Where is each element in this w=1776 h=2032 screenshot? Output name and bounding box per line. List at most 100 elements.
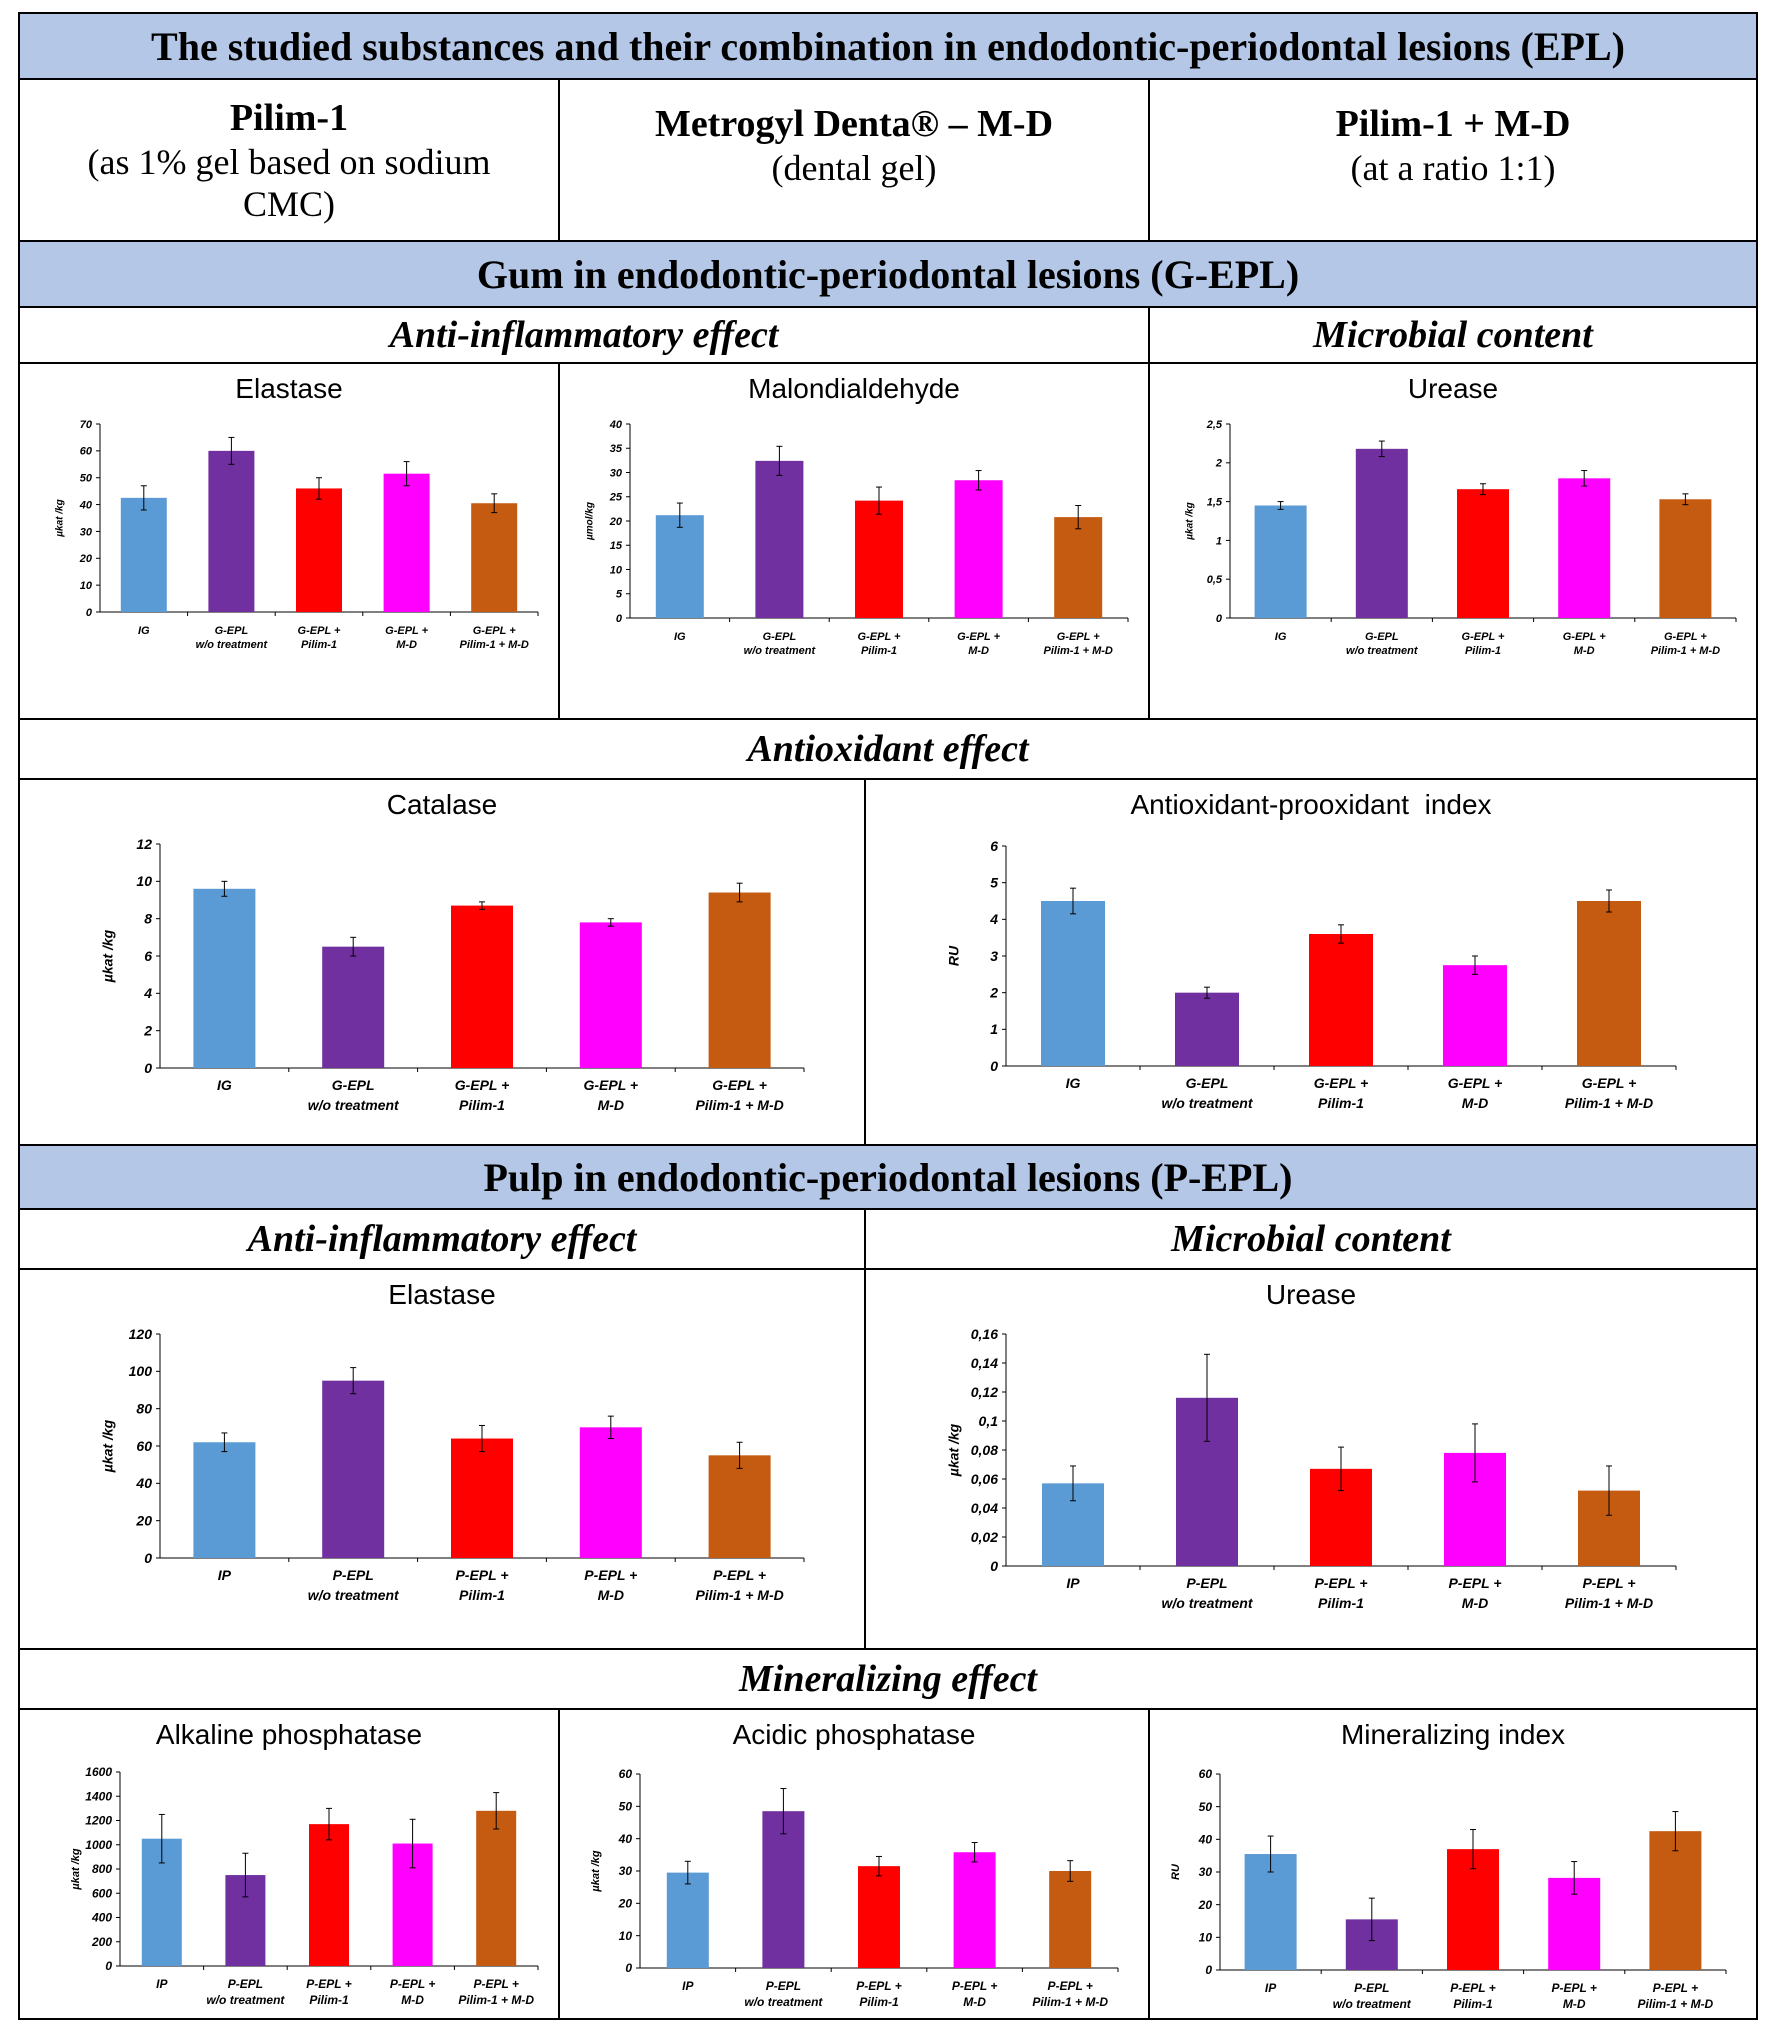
- category-label: G-EPL +: [584, 1077, 639, 1093]
- y-tick-label: 20: [79, 553, 93, 565]
- bar: [762, 1811, 805, 1968]
- bar: [1558, 478, 1611, 618]
- category-label: M-D: [1462, 1095, 1488, 1111]
- category-label: G-EPL +: [1582, 1075, 1637, 1091]
- y-tick-label: 20: [609, 516, 623, 528]
- substance-name: Pilim-1 + M-D: [1335, 103, 1571, 145]
- bar: [1447, 1849, 1499, 1970]
- y-tick-label: 0: [990, 1058, 998, 1074]
- bar: [954, 480, 1003, 618]
- y-tick-label: 0,04: [971, 1500, 998, 1516]
- y-tick-label: 5: [990, 875, 998, 891]
- divider: [1148, 308, 1150, 718]
- y-tick-label: 600: [92, 1886, 112, 1900]
- y-tick-label: 1: [990, 1021, 998, 1037]
- chart-title: Antioxidant-prooxidant index: [1130, 789, 1491, 820]
- y-tick-label: 0: [105, 1959, 112, 1973]
- chart-title: Urease: [1266, 1279, 1356, 1310]
- y-tick-label: 1600: [85, 1765, 112, 1779]
- category-label: P-EPL +: [1582, 1575, 1635, 1591]
- bar: [953, 1852, 996, 1968]
- bar: [193, 1442, 256, 1558]
- category-label: IP: [1265, 1981, 1277, 1995]
- chart-pulp-urease: Urease 0 0,02 0,04 0,06 0,08 0,1 0,12 0,14 0,16 µk…: [945, 1279, 1677, 1611]
- bar: [322, 946, 385, 1068]
- gum-antioxidant-heading: Antioxidant effect: [747, 728, 1029, 770]
- chart-title: Malondialdehyde: [748, 373, 960, 404]
- divider: [1148, 80, 1150, 240]
- y-tick-label: 20: [135, 1513, 152, 1529]
- category-label: M-D: [968, 645, 989, 657]
- category-label: G-EPL +: [858, 631, 901, 643]
- y-tick-label: 25: [609, 492, 623, 504]
- y-tick-label: 0: [990, 1558, 998, 1574]
- bar: [1457, 489, 1509, 618]
- y-tick-label: 10: [136, 873, 152, 889]
- divider: [558, 364, 560, 718]
- y-tick-label: 0,02: [971, 1529, 998, 1545]
- y-tick-label: 40: [79, 499, 93, 511]
- category-label: w/o treatment: [744, 645, 817, 657]
- category-label: G-EPL +: [455, 1077, 510, 1093]
- category-label: M-D: [1563, 1997, 1586, 2011]
- chart-gum-malondialdehyde: Malondialdehyde 0 5 10 15 20 25 30 35 40 µmol/kg IG…: [585, 373, 1129, 657]
- y-tick-label: 15: [610, 540, 623, 552]
- category-label: IG: [217, 1077, 232, 1093]
- category-label: G-EPL +: [1664, 631, 1707, 643]
- y-tick-label: 400: [91, 1911, 112, 1925]
- category-label: M-D: [396, 639, 417, 651]
- category-label: G-EPL +: [385, 625, 428, 637]
- category-label: M-D: [1462, 1595, 1488, 1611]
- y-tick-label: 60: [1199, 1767, 1213, 1781]
- y-tick-label: 0: [1205, 1963, 1212, 1977]
- bar: [1309, 934, 1373, 1066]
- category-label: IG: [1275, 631, 1287, 643]
- divider: [864, 1210, 866, 1648]
- chart-title: Acidic phosphatase: [733, 1719, 976, 1750]
- category-label: Pilim-1 + M-D: [1638, 1997, 1714, 2011]
- category-label: P-EPL: [1186, 1575, 1227, 1591]
- y-tick-label: 30: [80, 526, 93, 538]
- category-label: P-EPL +: [1653, 1981, 1698, 1995]
- category-label: G-EPL +: [957, 631, 1000, 643]
- bar: [322, 1380, 385, 1558]
- y-tick-label: 1200: [85, 1814, 112, 1828]
- y-axis-label: µkat /kg: [1185, 502, 1196, 540]
- y-tick-label: 4: [989, 911, 998, 927]
- gum-anti-inflammatory-heading: Anti-inflammatory effect: [389, 314, 779, 356]
- divider: [20, 718, 1756, 720]
- y-tick-label: 4: [143, 985, 152, 1001]
- category-label: Pilim-1: [859, 1995, 899, 2009]
- bar: [755, 460, 804, 618]
- divider: [20, 778, 1756, 780]
- chart-title: Catalase: [387, 789, 498, 820]
- divider: [20, 1208, 1756, 1210]
- substance-desc: (at a ratio 1:1): [1350, 148, 1556, 188]
- category-label: Pilim-1 + M-D: [458, 1993, 534, 2007]
- bar: [208, 450, 255, 612]
- substance-desc: (dental gel): [771, 148, 937, 188]
- bar: [383, 473, 430, 612]
- category-label: IG: [674, 631, 686, 643]
- category-label: G-EPL +: [712, 1077, 767, 1093]
- category-label: Pilim-1: [459, 1587, 505, 1603]
- bar: [451, 905, 513, 1068]
- y-tick-label: 0: [616, 613, 623, 625]
- y-axis-label: µmol/kg: [585, 502, 596, 541]
- bar: [1355, 448, 1408, 618]
- bar: [296, 488, 342, 612]
- y-tick-label: 0: [86, 607, 93, 619]
- bar: [708, 1455, 771, 1558]
- bar: [1175, 992, 1239, 1066]
- divider: [1148, 1710, 1150, 2020]
- gum-section-title: Gum in endodontic-periodontal lesions (G…: [20, 242, 1756, 306]
- category-label: P-EPL +: [713, 1567, 766, 1583]
- y-tick-label: 50: [619, 1800, 633, 1814]
- category-label: w/o treatment: [744, 1995, 823, 2009]
- category-label: G-EPL: [1186, 1075, 1229, 1091]
- bar: [858, 1866, 900, 1968]
- bar: [193, 888, 256, 1068]
- gum-microbial-heading: Microbial content: [1313, 314, 1593, 356]
- y-tick-label: 1000: [85, 1838, 112, 1852]
- chart-title: Elastase: [235, 373, 342, 404]
